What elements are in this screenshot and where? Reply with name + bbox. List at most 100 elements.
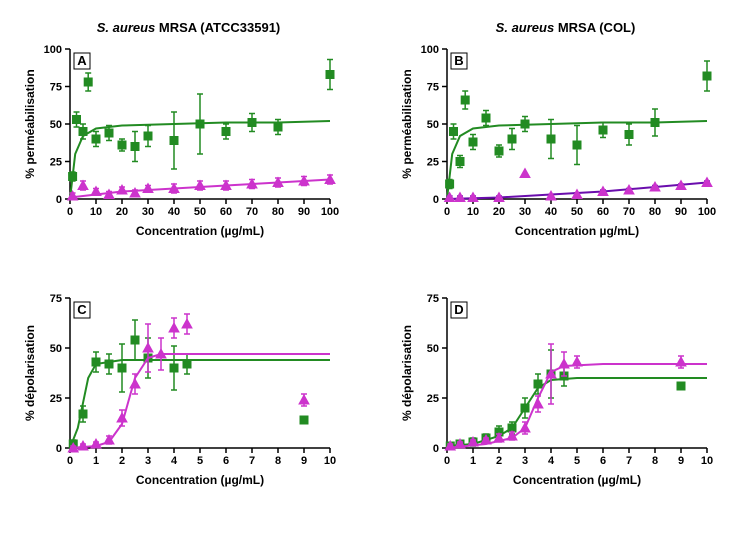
x-axis-label: Concentration µg/mL): [515, 224, 639, 238]
svg-text:70: 70: [623, 206, 635, 218]
data-point: [196, 120, 204, 128]
chart-svg: 0123456789100255075Concentration (µg/mL)…: [20, 288, 340, 488]
figure-grid: S. aureus MRSA (ATCC33591) 0102030405060…: [20, 20, 734, 488]
data-point: [105, 360, 113, 368]
data-point: [78, 181, 88, 190]
data-point: [68, 191, 78, 200]
data-point: [182, 319, 192, 328]
data-point: [222, 128, 230, 136]
data-point: [248, 119, 256, 127]
svg-text:100: 100: [44, 44, 62, 56]
data-point: [169, 323, 179, 332]
panel-letter: B: [454, 53, 463, 68]
data-point: [195, 181, 205, 190]
svg-text:10: 10: [467, 206, 479, 218]
data-point: [118, 141, 126, 149]
svg-text:25: 25: [50, 157, 62, 169]
data-point: [91, 439, 101, 448]
svg-text:80: 80: [649, 206, 661, 218]
panel-C-title: [20, 269, 357, 284]
panel-B-title: S. aureus MRSA (COL): [397, 20, 734, 35]
svg-text:25: 25: [427, 157, 439, 169]
svg-text:50: 50: [50, 343, 62, 355]
svg-text:9: 9: [301, 455, 307, 467]
data-point: [91, 187, 101, 196]
svg-text:40: 40: [168, 206, 180, 218]
svg-text:100: 100: [321, 206, 339, 218]
svg-text:80: 80: [272, 206, 284, 218]
svg-text:0: 0: [56, 443, 62, 455]
data-point: [92, 135, 100, 143]
svg-text:10: 10: [701, 455, 713, 467]
svg-text:2: 2: [119, 455, 125, 467]
svg-text:9: 9: [678, 455, 684, 467]
data-point: [559, 359, 569, 368]
svg-text:8: 8: [652, 455, 658, 467]
data-point: [677, 382, 685, 390]
svg-text:70: 70: [246, 206, 258, 218]
data-point: [572, 357, 582, 366]
data-point: [131, 336, 139, 344]
data-point: [469, 138, 477, 146]
svg-text:4: 4: [548, 455, 555, 467]
svg-text:10: 10: [324, 455, 336, 467]
svg-text:10: 10: [90, 206, 102, 218]
svg-text:60: 60: [220, 206, 232, 218]
svg-text:25: 25: [50, 393, 62, 405]
data-point: [274, 123, 282, 131]
chart-svg: 01020304050607080901000255075100Concentr…: [20, 39, 340, 239]
data-point: [450, 128, 458, 136]
data-point: [183, 360, 191, 368]
data-point: [456, 158, 464, 166]
data-point: [547, 135, 555, 143]
data-point: [482, 114, 490, 122]
data-point: [92, 358, 100, 366]
data-point: [131, 143, 139, 151]
svg-text:8: 8: [275, 455, 281, 467]
data-point: [300, 416, 308, 424]
data-point: [508, 135, 516, 143]
svg-text:0: 0: [56, 194, 62, 206]
y-axis-label: % dépolarisation: [23, 325, 37, 421]
svg-text:6: 6: [223, 455, 229, 467]
panel-D: 0123456789100255075Concentration (µg/mL)…: [397, 269, 734, 488]
svg-text:7: 7: [626, 455, 632, 467]
svg-text:75: 75: [50, 82, 62, 94]
svg-text:50: 50: [50, 119, 62, 131]
data-point: [625, 131, 633, 139]
data-point: [703, 72, 711, 80]
svg-text:90: 90: [675, 206, 687, 218]
svg-text:3: 3: [522, 455, 528, 467]
data-point: [118, 364, 126, 372]
x-axis-label: Concentration (µg/mL): [136, 473, 264, 487]
svg-text:20: 20: [116, 206, 128, 218]
svg-text:0: 0: [444, 206, 450, 218]
data-point: [79, 410, 87, 418]
data-point: [73, 116, 81, 124]
svg-text:3: 3: [145, 455, 151, 467]
chart-A: 01020304050607080901000255075100Concentr…: [20, 39, 340, 239]
svg-text:50: 50: [571, 206, 583, 218]
svg-text:20: 20: [493, 206, 505, 218]
data-point: [117, 185, 127, 194]
svg-text:30: 30: [142, 206, 154, 218]
data-point: [520, 423, 530, 432]
data-point: [521, 404, 529, 412]
data-point: [130, 188, 140, 197]
x-axis-label: Concentration (µg/mL): [513, 473, 641, 487]
data-point: [445, 193, 455, 202]
y-axis-label: % dépolarisation: [400, 325, 414, 421]
data-point: [69, 173, 77, 181]
data-point: [676, 357, 686, 366]
data-point: [79, 128, 87, 136]
panel-B-title-strain: S. aureus: [496, 20, 555, 35]
panel-D-title: [397, 269, 734, 284]
data-point: [105, 129, 113, 137]
svg-text:0: 0: [433, 443, 439, 455]
panel-letter: A: [77, 53, 87, 68]
svg-text:75: 75: [50, 293, 62, 305]
chart-B: 01020304050607080901000255075100Concentr…: [397, 39, 717, 239]
svg-text:50: 50: [427, 343, 439, 355]
svg-text:5: 5: [574, 455, 580, 467]
data-point: [495, 147, 503, 155]
